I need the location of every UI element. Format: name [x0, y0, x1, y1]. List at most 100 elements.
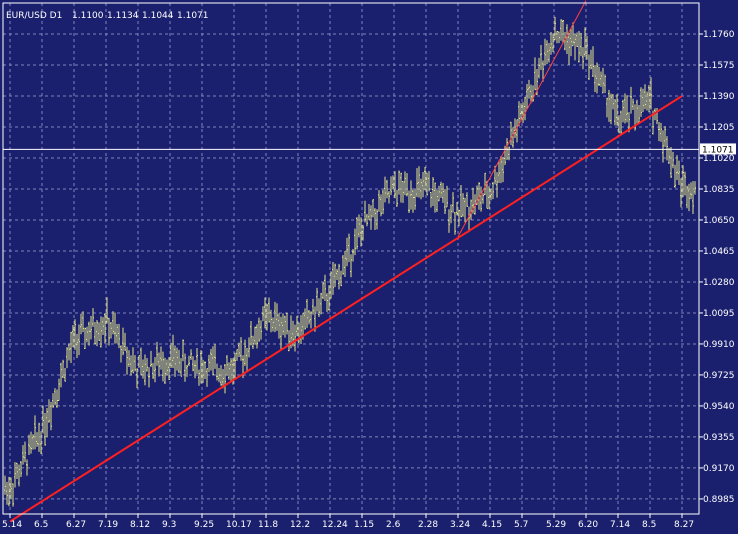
price-bar — [466, 192, 468, 208]
price-bar — [426, 172, 428, 196]
price-bar — [248, 337, 250, 358]
price-bar — [400, 172, 402, 203]
price-bar — [264, 297, 266, 329]
price-bar — [178, 349, 180, 374]
price-bar — [210, 348, 212, 371]
price-bar — [16, 462, 18, 480]
price-bar — [552, 33, 554, 53]
price-bar — [154, 357, 156, 383]
price-bar — [266, 304, 268, 331]
price-bar — [34, 415, 36, 450]
x-tick-label: 9.3 — [162, 520, 176, 530]
price-bar — [280, 316, 282, 350]
price-bar — [388, 191, 390, 204]
price-bar — [556, 30, 558, 44]
price-bar — [312, 298, 314, 315]
price-bar — [406, 173, 408, 197]
x-tick-label: 8.27 — [674, 520, 694, 530]
x-tick-label: 7.19 — [98, 520, 118, 530]
price-bar — [460, 185, 462, 218]
price-bar — [646, 91, 648, 111]
price-bar — [108, 317, 110, 346]
x-tick-label: 5.7 — [514, 520, 528, 530]
price-bar — [226, 355, 228, 376]
x-tick-label: 4.15 — [482, 520, 502, 530]
price-bar — [366, 213, 368, 227]
price-bar — [592, 46, 594, 77]
price-bar — [128, 350, 130, 368]
x-tick-label: 8.12 — [130, 520, 150, 530]
price-bar — [520, 103, 522, 122]
price-bar — [364, 200, 366, 223]
price-bar — [360, 217, 362, 247]
price-bar — [54, 388, 56, 406]
price-bar — [550, 31, 552, 55]
price-bar — [586, 35, 588, 60]
price-bar — [346, 237, 348, 267]
price-bar — [344, 250, 346, 277]
price-bar — [508, 146, 510, 161]
price-bar — [44, 412, 46, 446]
x-tick-label: 12.2 — [290, 520, 310, 530]
price-bar — [322, 282, 324, 300]
price-bar — [8, 476, 10, 507]
price-bar — [72, 325, 74, 348]
price-bar — [192, 356, 194, 372]
price-bar — [598, 66, 600, 86]
price-bar — [530, 84, 532, 104]
price-axis[interactable]: 1.1760 1.1575 1.1390 1.1205 1.1020 1.0835 1.06… — [699, 30, 735, 505]
price-bar — [224, 363, 226, 394]
y-tick-label: 1.1575 — [703, 61, 735, 71]
price-bar — [490, 188, 492, 201]
price-bar — [454, 212, 456, 235]
price-bar — [126, 346, 128, 375]
x-tick-label: 2.6 — [386, 520, 401, 530]
trendline-steep[interactable] — [457, 0, 587, 237]
price-bar — [662, 130, 664, 163]
price-bar — [362, 224, 364, 241]
price-bar — [488, 186, 490, 210]
price-bar — [542, 60, 544, 82]
price-bar — [510, 121, 512, 146]
price-bar — [678, 160, 680, 186]
price-bar — [502, 156, 504, 183]
price-bar — [6, 481, 8, 505]
price-bar — [114, 312, 116, 344]
price-bar — [632, 98, 634, 110]
x-tick-label: 10.17 — [226, 520, 252, 530]
price-bar — [334, 263, 336, 288]
price-bar — [308, 309, 310, 325]
price-bar — [416, 168, 418, 198]
price-bar — [558, 31, 560, 44]
price-bar — [268, 297, 270, 323]
price-bar — [234, 352, 236, 380]
price-bar — [70, 331, 72, 364]
price-bar — [668, 147, 670, 164]
price-bar — [102, 317, 104, 335]
price-bar — [442, 183, 444, 203]
price-bar — [376, 209, 378, 230]
price-bar — [658, 121, 660, 142]
price-bar — [164, 357, 166, 385]
price-bar — [272, 317, 274, 332]
x-tick-label: 6.20 — [578, 520, 598, 530]
time-axis[interactable]: 5.14 6.5 6.27 7.19 8.12 9.3 9.25 10.17 11.8 12.2 1… — [2, 514, 694, 530]
trendline-main[interactable] — [9, 95, 683, 523]
price-bar — [626, 95, 628, 123]
current-price-label: 1.1071 — [700, 143, 736, 155]
price-bar — [384, 176, 386, 203]
x-tick-label: 2.28 — [418, 520, 438, 530]
trendlines[interactable] — [9, 0, 683, 523]
price-bar — [636, 99, 638, 124]
price-bar — [398, 170, 400, 195]
price-bar — [116, 324, 118, 344]
price-bar — [602, 67, 604, 94]
price-bar — [342, 254, 344, 275]
price-bar — [500, 156, 502, 184]
price-bar — [424, 166, 426, 191]
price-bar — [90, 315, 92, 340]
price-bar — [516, 119, 518, 143]
price-bar — [422, 171, 424, 198]
